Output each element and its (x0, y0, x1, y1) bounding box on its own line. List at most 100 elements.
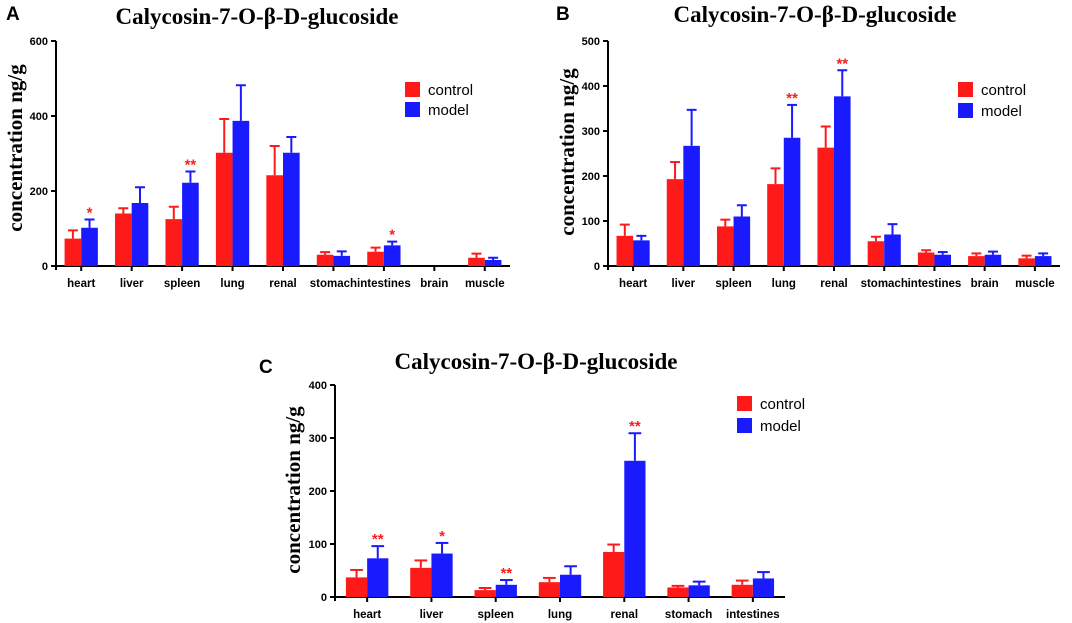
x-tick-label-stomach: stomach (310, 278, 357, 290)
chart-title-a: Calycosin-7-O-β-D-glucoside (116, 4, 399, 29)
x-tick-label-spleen: spleen (477, 609, 513, 621)
bar-control-stomach (316, 254, 334, 266)
legend-label-control-b: control (981, 82, 1026, 99)
y-tick-label: 400 (582, 81, 600, 93)
chart-title-b: Calycosin-7-O-β-D-glucoside (674, 2, 957, 27)
bar-control-renal (266, 175, 283, 266)
bar-model-heart (633, 240, 650, 266)
y-tick-label: 200 (30, 186, 48, 198)
x-tick-label-brain: brain (971, 278, 999, 290)
bar-control-intestines (917, 252, 935, 266)
bar-control-stomach (667, 587, 689, 597)
bar-model-intestines (383, 245, 401, 266)
y-tick-label: 100 (582, 216, 600, 228)
bar-control-liver (410, 567, 432, 597)
y-tick-label: 300 (582, 126, 600, 138)
x-tick-label-muscle: muscle (1015, 278, 1055, 290)
bar-control-muscle (1018, 258, 1035, 266)
x-tick-label-heart: heart (619, 278, 647, 290)
y-tick-label: 200 (309, 486, 327, 498)
y-axis-label-a: concentration ng/g (3, 64, 27, 232)
bar-model-muscle (1034, 256, 1052, 266)
legend-swatch-control-a (405, 82, 420, 97)
bar-control-spleen (716, 226, 734, 266)
bar-model-liver (431, 553, 453, 597)
significance-marker-heart: ** (372, 531, 384, 548)
bar-control-stomach (867, 241, 885, 266)
legend-a: control model (405, 82, 473, 119)
bar-model-intestines (752, 578, 775, 597)
x-tick-label-stomach: stomach (861, 278, 908, 290)
significance-marker-lung: ** (786, 90, 798, 107)
bar-control-muscle (468, 257, 485, 266)
x-tick-label-heart: heart (67, 278, 95, 290)
bar-model-renal (624, 460, 646, 597)
significance-marker-renal: ** (629, 418, 641, 435)
legend-label-model-a: model (428, 102, 469, 119)
bars-c: ** ***** (345, 418, 775, 597)
bar-control-renal (817, 147, 834, 266)
x-tick-label-brain: brain (420, 278, 448, 290)
significance-marker-intestines: * (389, 227, 395, 244)
significance-marker-renal: ** (836, 55, 848, 72)
y-tick-label: 0 (594, 261, 600, 273)
bar-model-heart (367, 558, 389, 597)
legend-label-model-c: model (760, 418, 801, 435)
bar-model-renal (283, 152, 300, 266)
bar-model-brain (984, 254, 1002, 266)
y-axis-label-c: concentration ng/g (281, 406, 305, 574)
x-tick-label-liver: liver (120, 278, 144, 290)
x-tick-label-lung: lung (220, 278, 244, 290)
bar-model-muscle (484, 260, 502, 266)
legend-label-control-a: control (428, 82, 473, 99)
bar-control-heart (64, 238, 82, 266)
bar-model-renal (834, 96, 851, 266)
chart-panel-c: C Calycosin-7-O-β-D-glucoside concentrat… (259, 349, 805, 621)
legend-c: control model (737, 396, 805, 435)
bars-b: ** ** (616, 55, 1052, 266)
legend-swatch-control-c (737, 396, 752, 411)
bar-control-lung (767, 184, 784, 266)
x-tick-label-liver: liver (671, 278, 695, 290)
legend-swatch-model-a (405, 102, 420, 117)
panel-label-b: B (556, 4, 570, 25)
x-tick-label-heart: heart (353, 609, 381, 621)
x-tick-label-renal: renal (820, 278, 848, 290)
significance-marker-heart: * (87, 205, 93, 222)
bar-model-stomach (688, 585, 710, 597)
y-tick-label: 400 (30, 111, 48, 123)
bar-model-heart (81, 227, 98, 266)
y-tick-label: 0 (321, 592, 327, 604)
bar-control-intestines (731, 584, 753, 597)
legend-label-control-c: control (760, 396, 805, 413)
y-tick-label: 0 (42, 261, 48, 273)
bar-control-liver (666, 179, 684, 266)
significance-marker-spleen: ** (185, 157, 197, 174)
x-tick-label-intestines: intestines (908, 278, 962, 290)
bar-model-spleen (733, 216, 751, 266)
significance-marker-liver: * (439, 528, 445, 545)
bar-model-intestines (934, 254, 952, 266)
bar-model-liver (131, 203, 149, 266)
legend-swatch-model-c (737, 418, 752, 433)
bar-control-intestines (367, 251, 384, 266)
x-tick-label-intestines: intestines (726, 609, 780, 621)
x-tick-label-stomach: stomach (665, 609, 712, 621)
x-tick-label-lung: lung (548, 609, 572, 621)
legend-b: control model (958, 82, 1026, 120)
x-tick-label-liver: liver (420, 609, 444, 621)
bar-model-stomach (884, 234, 901, 266)
panel-label-c: C (259, 357, 273, 378)
x-tick-label-intestines: intestines (357, 278, 411, 290)
axes-a: 0 200 400 600 heart liver spleen lung renal stoma… (30, 36, 510, 290)
legend-swatch-model-b (958, 103, 973, 118)
bar-control-lung (215, 152, 233, 266)
legend-label-model-b: model (981, 103, 1022, 120)
chart-title-c: Calycosin-7-O-β-D-glucoside (395, 349, 678, 374)
bar-model-spleen (495, 584, 517, 597)
chart-panel-b: B Calycosin-7-O-β-D-glucoside concentrat… (555, 2, 1060, 290)
bar-model-liver (683, 145, 700, 266)
y-tick-label: 600 (30, 36, 48, 48)
bar-model-stomach (333, 255, 351, 266)
